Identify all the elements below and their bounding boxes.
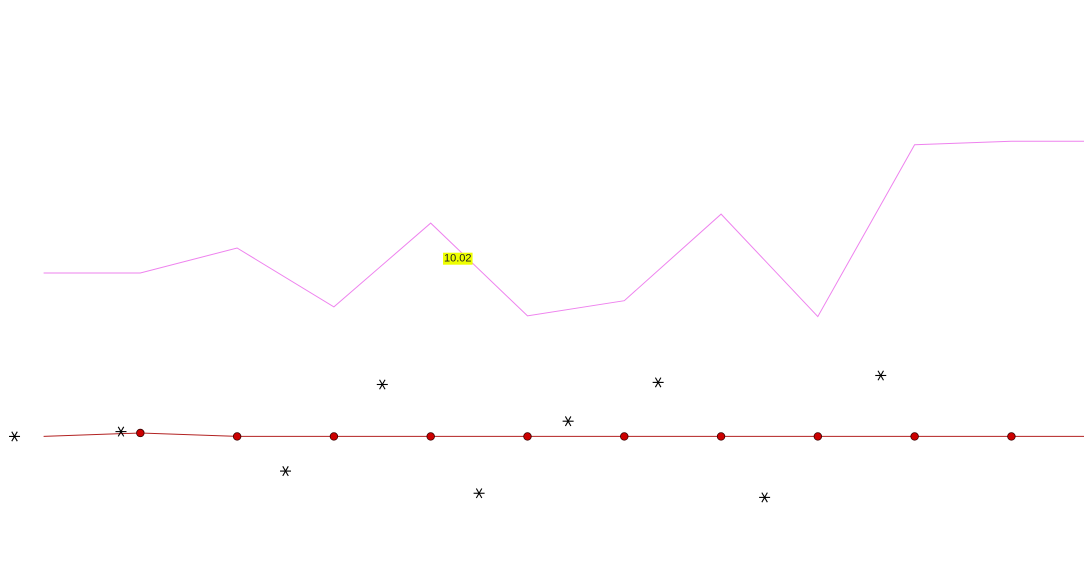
series-1-point xyxy=(232,432,242,441)
scatter-point xyxy=(875,370,887,381)
series-1-point xyxy=(813,432,823,441)
data-label-background xyxy=(443,252,473,265)
series-1-point xyxy=(1007,432,1016,441)
scatter-point xyxy=(759,492,771,503)
series-0-line xyxy=(43,140,1084,318)
series-1-point xyxy=(523,432,532,441)
data-label: 10.02 xyxy=(444,253,472,265)
scatter-point xyxy=(652,377,664,388)
series-1-point xyxy=(716,432,726,441)
annotation-layer: 10.02 xyxy=(443,252,473,265)
series-1-point xyxy=(620,432,629,441)
series-1-point xyxy=(910,432,919,441)
scatter-point xyxy=(280,466,292,477)
series-1-point xyxy=(136,428,145,438)
series-1-point xyxy=(426,432,435,441)
scatter-point xyxy=(562,416,574,427)
series-1-line xyxy=(43,432,1084,437)
series-1-point xyxy=(329,432,339,441)
scatter-point xyxy=(376,379,388,390)
scatter-point xyxy=(9,431,21,442)
series-layer xyxy=(9,140,1084,503)
scatter-point xyxy=(115,426,127,437)
scatter-point xyxy=(473,488,485,499)
